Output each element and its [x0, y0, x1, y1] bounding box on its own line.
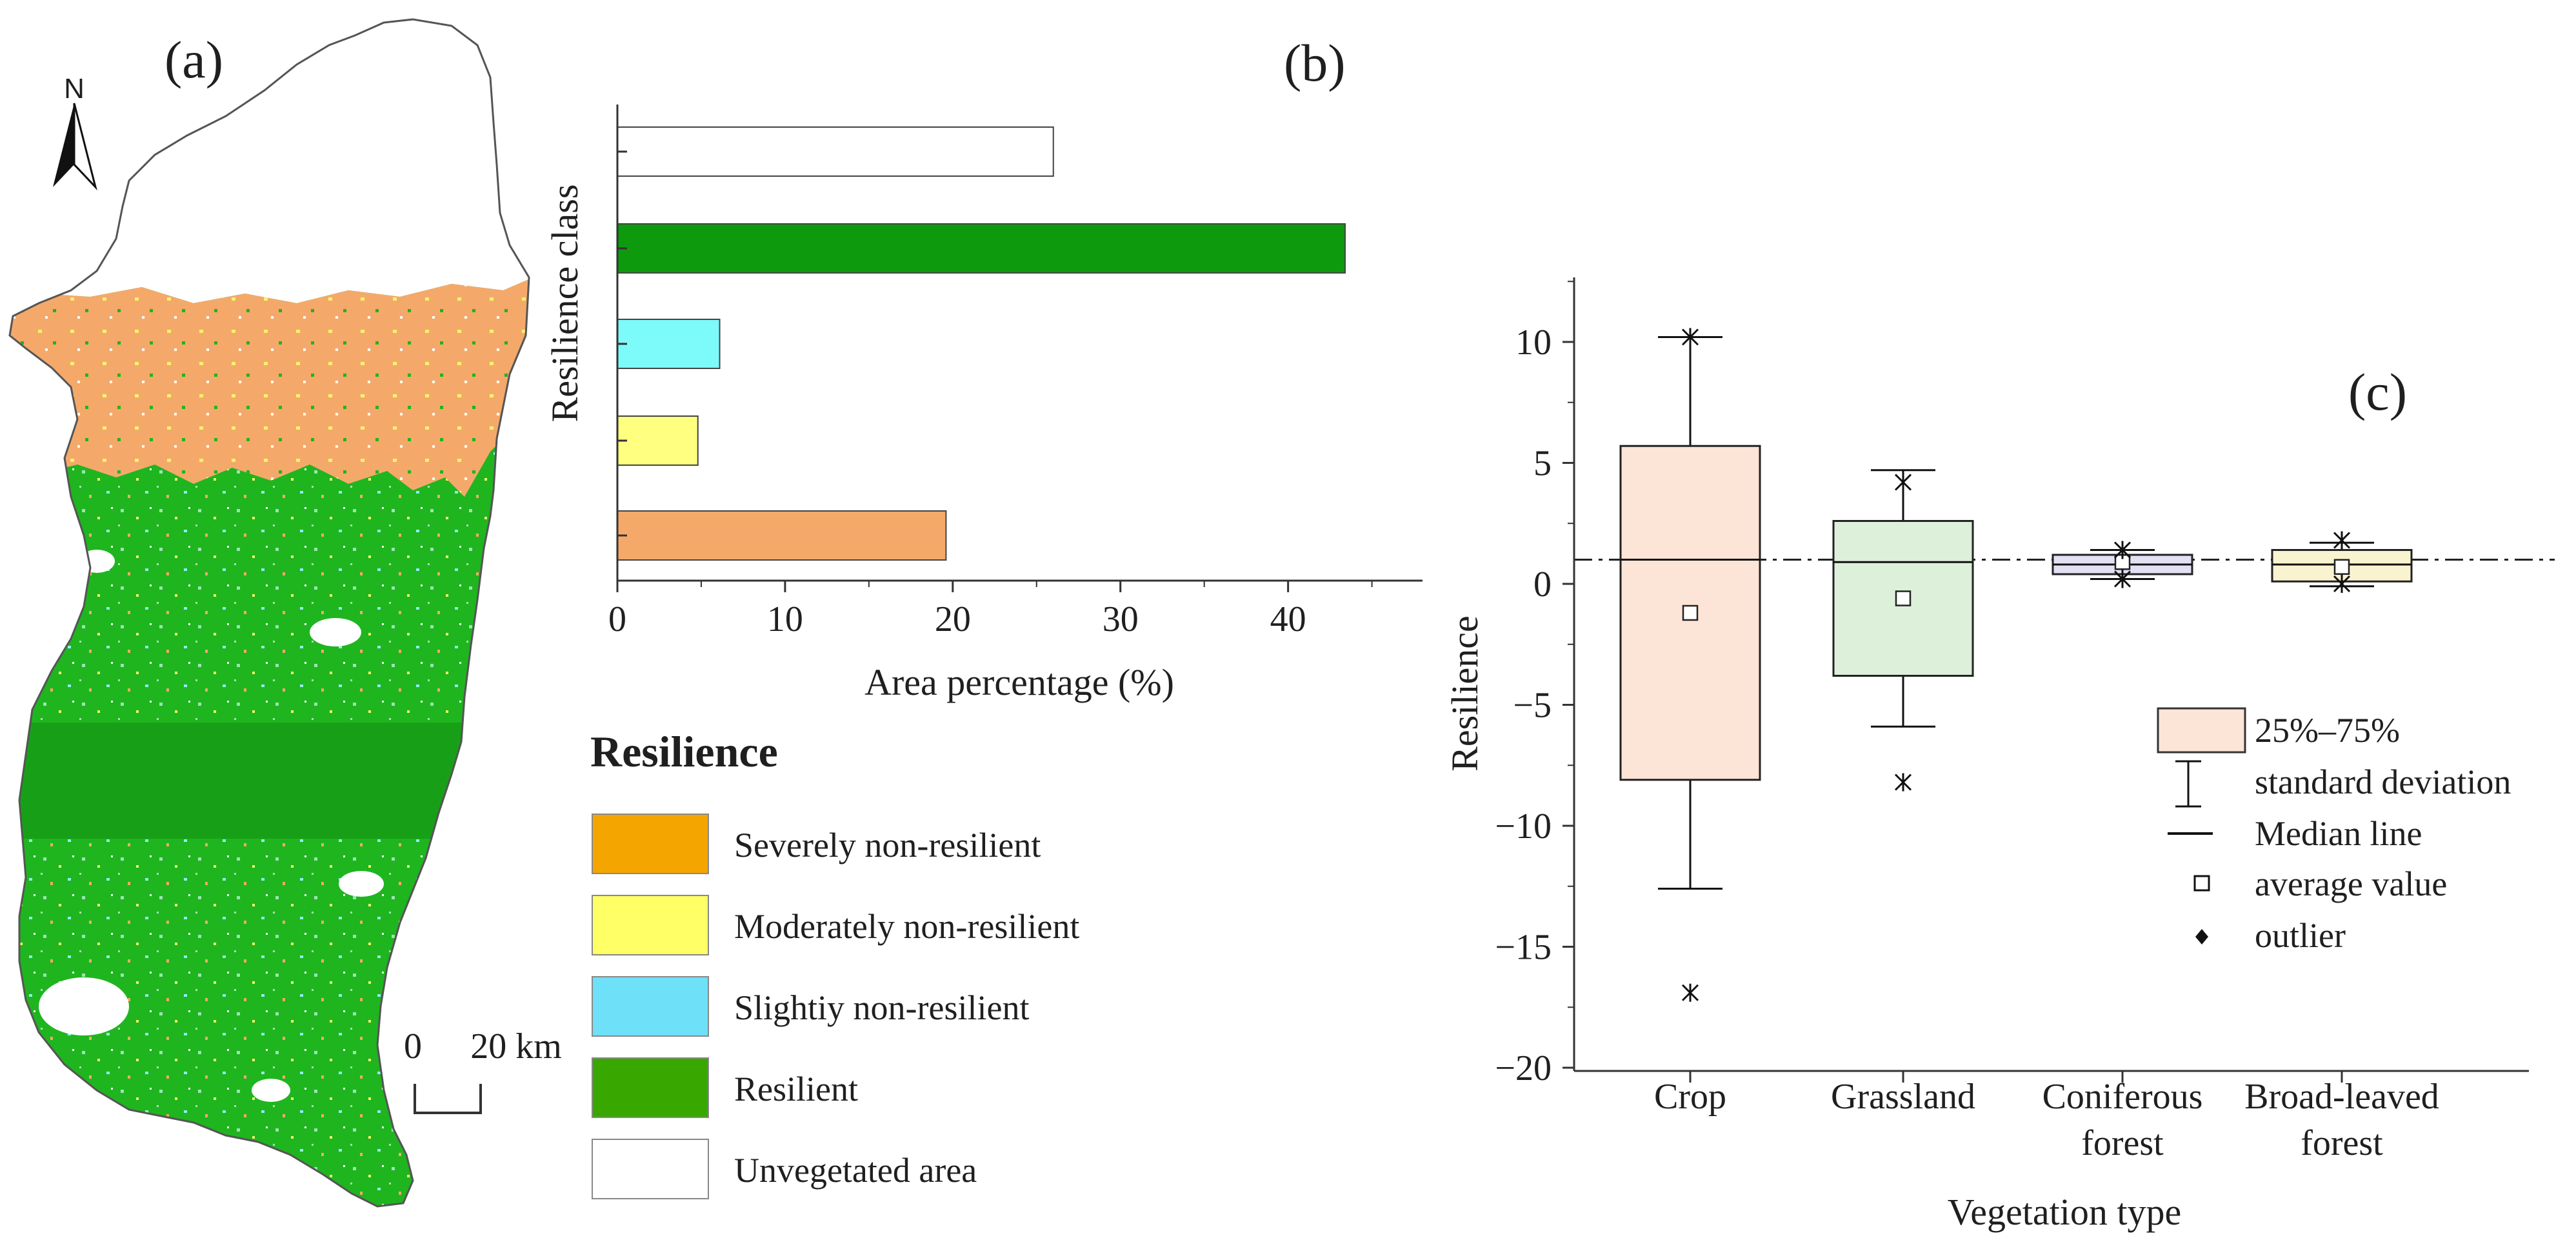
outlier-marker [2113, 570, 2132, 588]
legend-sd-icon [2175, 760, 2201, 808]
legend-outlier-label: outlier [2255, 916, 2346, 955]
map-severe-band [10, 271, 529, 497]
panel-a-label: (a) [165, 30, 223, 89]
legend-median-label: Median line [2255, 814, 2422, 853]
bar-5 [617, 510, 947, 561]
legend-sd-label: standard deviation [2255, 763, 2511, 801]
outlier-marker [2333, 531, 2351, 550]
panel-c-box-plot: (c) −20 −15 −10 −5 0 5 10 Crop Grassland Conifero… [1444, 277, 2555, 1233]
legend-swatch-5 [592, 1139, 709, 1199]
c-y-tick-label: 5 [1533, 444, 1552, 484]
legend-swatch-3 [592, 976, 709, 1037]
panel-a-map: (a) N 0 20 km [8, 18, 562, 1208]
map-unvegetated-patch [252, 1079, 290, 1102]
c-x-tick-label: forest [2301, 1123, 2383, 1163]
bar-2 [617, 223, 1346, 274]
c-y-tick-label: 10 [1515, 323, 1552, 363]
outlier-marker [1894, 773, 1912, 792]
map-unvegetated-patch [310, 618, 361, 646]
north-arrow-icon [53, 103, 97, 191]
mean-marker [1895, 590, 1912, 606]
c-x-tick-label: Coniferous [2042, 1077, 2203, 1117]
north-label: N [64, 73, 85, 105]
c-x-tick-label: forest [2081, 1123, 2164, 1163]
b-y-axis-title: Resilience class [544, 185, 586, 423]
map-unvegetated-patch [339, 871, 384, 897]
scale-bar [414, 1084, 482, 1114]
legend-mean-icon [2193, 875, 2210, 892]
legend-outlier-icon [2195, 929, 2208, 944]
b-x-tick-label: 40 [1270, 599, 1306, 639]
panel-c-label: (c) [2348, 363, 2407, 421]
legend-title: Resilience [590, 727, 778, 776]
b-x-tick-label: 0 [608, 599, 626, 639]
b-x-tick-label: 30 [1103, 599, 1139, 639]
outlier-marker [2113, 541, 2132, 559]
scale-label: 20 km [470, 1026, 562, 1066]
bar-1 [617, 126, 1054, 177]
outlier-marker [1681, 983, 1699, 1002]
c-y-tick-label: 0 [1533, 565, 1552, 605]
map-unvegetated-patch [39, 977, 129, 1035]
legend-label-3: Slightiy non-resilient [734, 988, 1029, 1027]
map-dense-green-band [10, 723, 529, 839]
outlier-marker [1681, 328, 1699, 346]
c-y-tick-label: −20 [1495, 1048, 1552, 1088]
outlier-marker [1894, 473, 1912, 492]
bar-4 [617, 415, 699, 466]
legend-label-2: Moderately non-resilient [734, 907, 1079, 946]
legend-label-1: Severely non-resilient [734, 826, 1041, 864]
box-plot-legend: 25%–75% standard deviation Median line a… [2157, 707, 2511, 955]
c-y-tick-label: −5 [1513, 686, 1552, 726]
legend-label-4: Resilient [734, 1070, 858, 1108]
c-x-axis-title: Vegetation type [1948, 1191, 2181, 1233]
mean-marker [1682, 605, 1699, 621]
resilience-legend: Resilience Severely non-resilient Moderat… [590, 727, 1079, 1199]
bar-3 [617, 319, 721, 369]
b-x-axis-title: Area percentage (%) [864, 661, 1174, 703]
legend-iqr-label: 25%–75% [2255, 711, 2400, 750]
legend-swatch-4 [592, 1057, 709, 1118]
c-x-tick-label: Broad-leaved [2244, 1077, 2439, 1117]
c-y-tick-label: −15 [1495, 928, 1552, 968]
c-x-tick-label: Grassland [1831, 1077, 1975, 1117]
outlier-marker [2333, 575, 2351, 593]
map-unvegetated-patch [79, 550, 115, 573]
legend-mean-label: average value [2255, 864, 2447, 903]
panel-b-label: (b) [1284, 34, 1346, 92]
scale-zero: 0 [404, 1026, 422, 1066]
c-y-tick-label: −10 [1495, 806, 1552, 846]
legend-swatch-1 [592, 814, 709, 874]
c-x-tick-label: Crop [1654, 1077, 1726, 1117]
b-x-tick-label: 20 [935, 599, 971, 639]
panel-b-bar-chart: (b) 0 10 20 30 40 Area percentage (%) Resili… [544, 34, 1423, 703]
mean-marker [2333, 559, 2350, 575]
legend-label-5: Unvegetated area [734, 1151, 977, 1190]
resilience-map [10, 19, 529, 1206]
legend-iqr-swatch [2157, 707, 2246, 754]
legend-swatch-2 [592, 895, 709, 955]
b-x-tick-label: 10 [767, 599, 803, 639]
c-y-axis-title: Resilience [1444, 615, 1486, 772]
